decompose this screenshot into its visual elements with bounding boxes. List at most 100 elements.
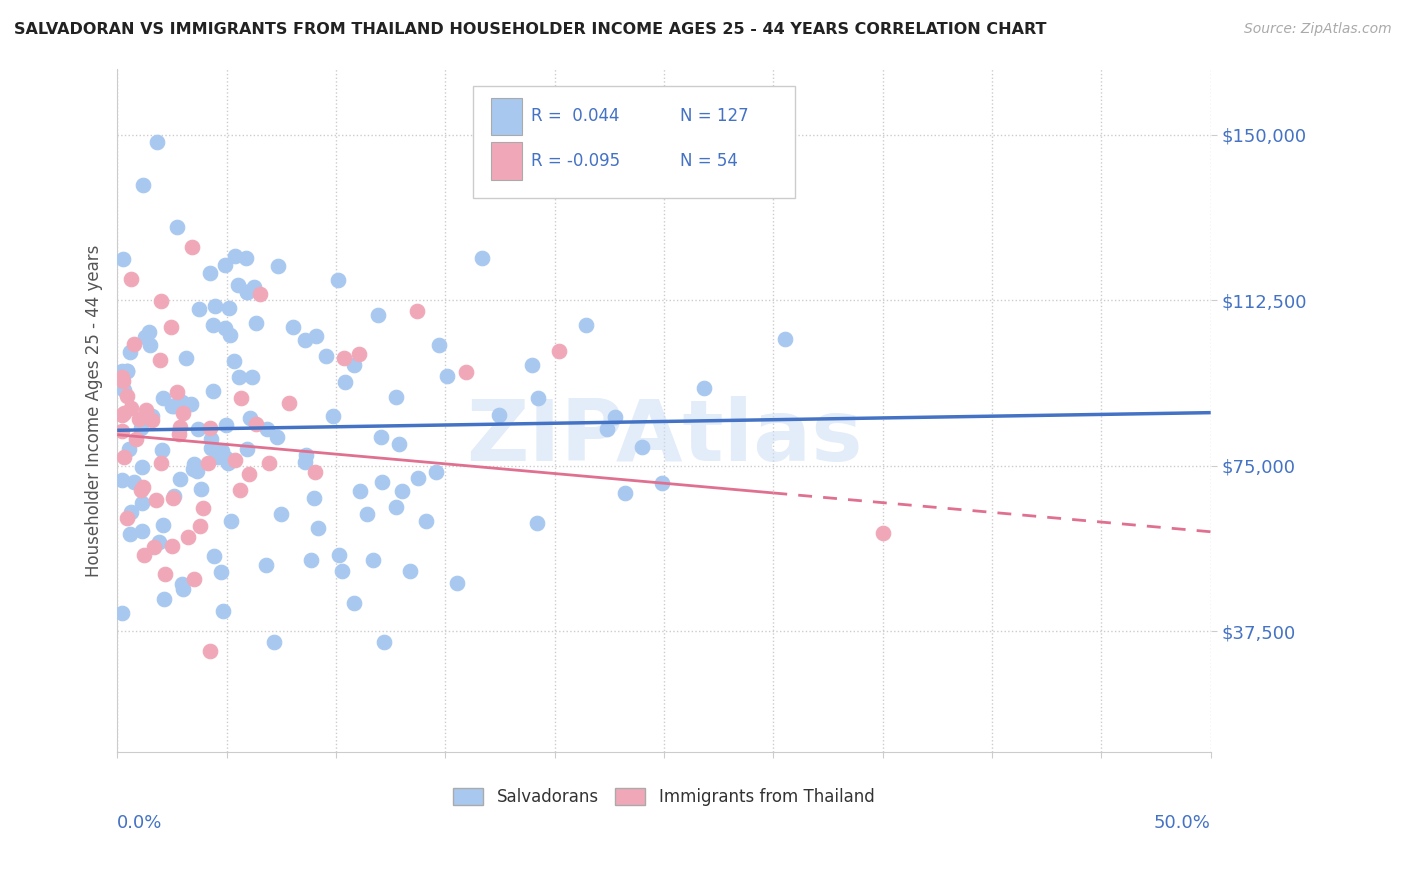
Point (110, 424, 132, 438)
Point (872, 526, 894, 541)
Point (349, 484, 371, 499)
Point (294, 448, 316, 462)
Point (224, 249, 246, 263)
Point (548, 343, 571, 358)
Point (115, 511, 138, 525)
Point (236, 285, 259, 299)
Point (152, 391, 174, 405)
Y-axis label: Householder Income Ages 25 - 44 years: Householder Income Ages 25 - 44 years (86, 244, 103, 576)
Point (305, 328, 328, 343)
Point (143, 540, 166, 554)
Point (197, 456, 219, 470)
Point (112, 252, 135, 267)
Point (166, 220, 188, 235)
Text: SALVADORAN VS IMMIGRANTS FROM THAILAND HOUSEHOLDER INCOME AGES 25 - 44 YEARS COR: SALVADORAN VS IMMIGRANTS FROM THAILAND H… (14, 22, 1046, 37)
Point (343, 596, 366, 610)
Point (238, 467, 260, 482)
Point (181, 240, 204, 254)
Point (278, 396, 301, 410)
FancyBboxPatch shape (472, 86, 796, 198)
Point (294, 334, 316, 348)
Point (114, 383, 136, 397)
Point (229, 392, 252, 406)
Point (120, 272, 142, 286)
Point (163, 489, 186, 503)
Point (120, 505, 142, 519)
Point (219, 514, 242, 528)
Point (363, 553, 385, 567)
Point (124, 336, 146, 351)
Point (224, 453, 246, 467)
Point (219, 327, 242, 342)
Point (384, 390, 406, 404)
Point (207, 450, 229, 464)
Point (773, 333, 796, 347)
Point (613, 486, 636, 500)
Point (263, 635, 285, 649)
Point (228, 277, 250, 292)
Point (385, 500, 408, 515)
Point (141, 413, 163, 427)
Point (186, 464, 208, 478)
Point (172, 407, 194, 421)
Point (201, 384, 224, 399)
Point (132, 480, 155, 494)
Point (198, 420, 221, 434)
Point (299, 553, 322, 567)
Point (520, 358, 543, 372)
Point (209, 566, 232, 580)
Point (120, 527, 142, 541)
Point (239, 411, 262, 425)
Point (122, 475, 145, 489)
Point (141, 409, 163, 423)
Point (120, 401, 142, 415)
Point (215, 417, 238, 432)
Point (526, 516, 548, 530)
Text: 50.0%: 50.0% (1154, 814, 1211, 832)
Point (425, 465, 447, 479)
Point (131, 495, 153, 509)
Text: ZIPAtlas: ZIPAtlas (465, 396, 862, 479)
Point (217, 456, 239, 470)
Point (190, 518, 212, 533)
Point (259, 457, 281, 471)
Point (183, 462, 205, 476)
Point (222, 353, 245, 368)
Point (149, 352, 172, 367)
Point (596, 422, 619, 436)
Point (200, 266, 222, 280)
Point (111, 374, 134, 388)
Text: Source: ZipAtlas.com: Source: ZipAtlas.com (1244, 22, 1392, 37)
Point (135, 403, 157, 417)
Point (236, 442, 259, 457)
Point (214, 320, 236, 334)
Point (388, 437, 411, 451)
Point (302, 491, 325, 505)
Point (294, 454, 316, 468)
Point (149, 294, 172, 309)
Point (211, 444, 233, 458)
Point (215, 450, 238, 465)
Point (307, 520, 329, 534)
Point (322, 409, 344, 424)
Point (367, 308, 389, 322)
Legend: Salvadorans, Immigrants from Thailand: Salvadorans, Immigrants from Thailand (447, 780, 882, 813)
Point (132, 178, 155, 192)
Point (202, 318, 225, 332)
Point (145, 493, 167, 508)
Point (166, 384, 188, 399)
Point (218, 301, 240, 315)
Point (315, 349, 337, 363)
Point (328, 273, 350, 287)
Bar (491, 142, 522, 179)
Point (436, 368, 458, 383)
Point (177, 530, 200, 544)
Point (603, 409, 626, 424)
Point (169, 420, 191, 434)
Point (160, 539, 183, 553)
Point (415, 514, 437, 528)
Point (245, 316, 267, 330)
Point (170, 395, 193, 409)
Point (406, 304, 429, 318)
Point (356, 508, 378, 522)
